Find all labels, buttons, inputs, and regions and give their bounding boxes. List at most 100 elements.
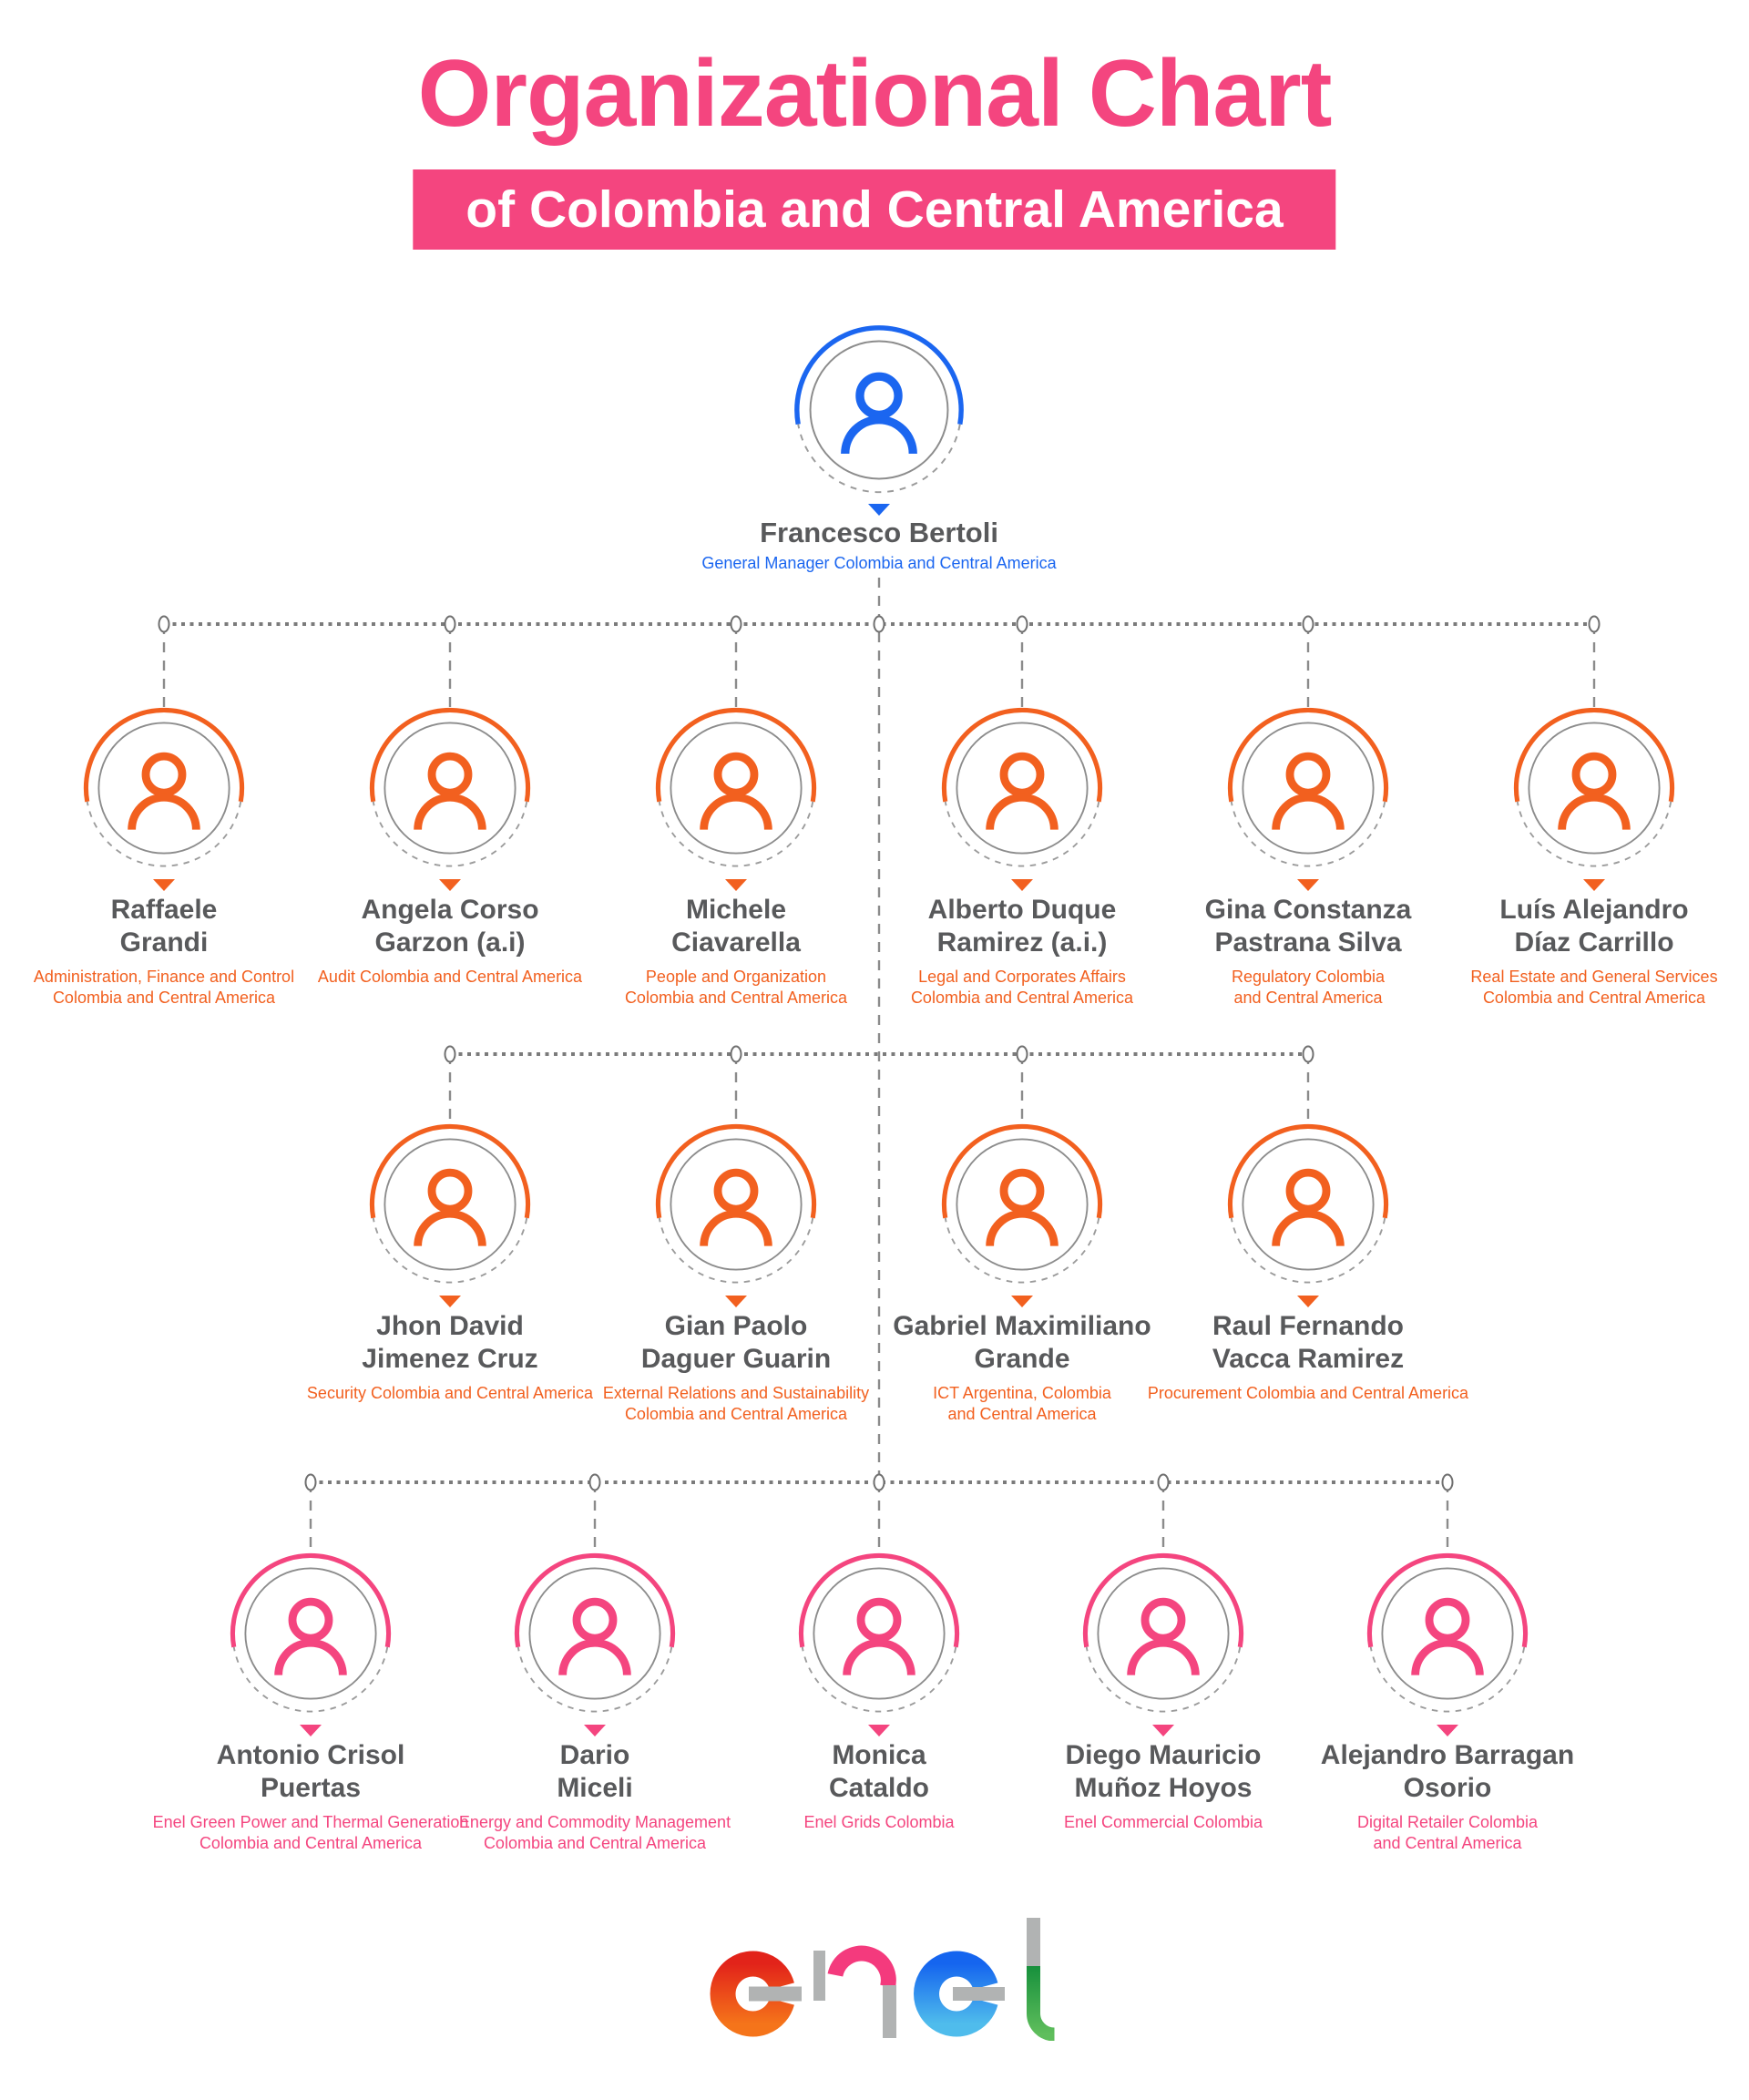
down-triangle-icon bbox=[153, 879, 175, 891]
down-triangle-icon bbox=[1297, 1296, 1319, 1307]
down-triangle-icon bbox=[439, 879, 461, 891]
user-avatar-icon bbox=[369, 1123, 531, 1284]
person-node: Alberto Duque Ramirez (a.i.) Legal and C… bbox=[847, 703, 1197, 1009]
page-title: Organizational Chart bbox=[417, 41, 1333, 147]
person-name: Angela Corso Garzon (a.i) bbox=[361, 895, 539, 958]
person-node: Luís Alejandro Díaz Carrillo Real Estate… bbox=[1419, 703, 1749, 1009]
person-node: Gian Paolo Daguer Guarin External Relati… bbox=[561, 1120, 911, 1425]
junction-dot bbox=[730, 1045, 742, 1063]
user-avatar-icon bbox=[655, 1123, 817, 1284]
person-role: Procurement Colombia and Central America bbox=[1147, 1384, 1469, 1402]
user-avatar-icon bbox=[230, 1552, 392, 1713]
user-avatar-icon bbox=[1366, 1552, 1529, 1713]
user-avatar-icon bbox=[655, 707, 817, 867]
logo-letter-n bbox=[813, 1945, 896, 2038]
logo-letter-e1 bbox=[710, 1951, 802, 2037]
junction-dot bbox=[873, 615, 885, 633]
person-node: Monica Cataldo Enel Grids Colombia bbox=[704, 1549, 1054, 1833]
user-avatar-icon bbox=[1082, 1552, 1244, 1713]
person-role: Audit Colombia and Central America bbox=[317, 968, 583, 986]
person-name: Michele Ciavarella bbox=[671, 895, 801, 958]
enel-logo bbox=[710, 1918, 1056, 2041]
down-triangle-icon bbox=[725, 879, 747, 891]
down-triangle-icon bbox=[1011, 879, 1033, 891]
junction-dot bbox=[1441, 1473, 1454, 1491]
person-name: Dario Miceli bbox=[557, 1740, 633, 1803]
junction-dot bbox=[1588, 615, 1601, 633]
person-role: Security Colombia and Central America bbox=[306, 1384, 594, 1402]
junction-dot bbox=[444, 1045, 456, 1063]
junction-dot bbox=[1302, 1045, 1314, 1063]
person-name: Diego Mauricio Muñoz Hoyos bbox=[1065, 1740, 1262, 1803]
junction-dot bbox=[1016, 1045, 1028, 1063]
junction-dot bbox=[873, 1473, 885, 1491]
person-node: Antonio Crisol Puertas Enel Green Power … bbox=[136, 1549, 486, 1854]
user-avatar-icon bbox=[514, 1552, 676, 1713]
user-avatar-icon bbox=[798, 1552, 960, 1713]
person-name: Raul Fernando Vacca Ramirez bbox=[1212, 1311, 1405, 1374]
person-role: External Relations and Sustainability Co… bbox=[602, 1384, 870, 1423]
person-node: Gabriel Maximiliano Grande ICT Argentina… bbox=[847, 1120, 1197, 1425]
person-role: Enel Green Power and Thermal Generation … bbox=[152, 1813, 469, 1852]
person-name: Monica Cataldo bbox=[828, 1740, 929, 1803]
junction-dot bbox=[304, 1473, 317, 1491]
person-role: Administration, Finance and Control Colo… bbox=[33, 968, 295, 1007]
user-avatar-icon bbox=[941, 707, 1103, 867]
person-node: Raul Fernando Vacca Ramirez Procurement … bbox=[1133, 1120, 1483, 1404]
down-triangle-icon bbox=[1437, 1725, 1458, 1736]
page-subtitle: of Colombia and Central America bbox=[465, 180, 1284, 239]
logo-letter-e2 bbox=[914, 1951, 1005, 2037]
person-name: Raffaele Grandi bbox=[110, 895, 218, 958]
down-triangle-icon bbox=[868, 1725, 890, 1736]
down-triangle-icon bbox=[1152, 1725, 1174, 1736]
person-node: Jhon David Jimenez Cruz Security Colombi… bbox=[275, 1120, 625, 1404]
person-role: ICT Argentina, Colombia and Central Amer… bbox=[933, 1384, 1111, 1423]
person-name: Alberto Duque Ramirez (a.i.) bbox=[927, 895, 1117, 958]
person-name: Luís Alejandro Díaz Carrillo bbox=[1499, 895, 1689, 958]
junction-dot bbox=[158, 615, 170, 633]
person-node: Francesco Bertoli General Manager Colomb… bbox=[560, 321, 1198, 574]
person-name: Gabriel Maximiliano Grande bbox=[893, 1311, 1151, 1374]
person-role: Regulatory Colombia and Central America bbox=[1231, 968, 1386, 1007]
person-role: Enel Commercial Colombia bbox=[1063, 1813, 1263, 1831]
user-avatar-icon bbox=[794, 325, 964, 494]
user-avatar-icon bbox=[941, 1123, 1103, 1284]
person-node: Angela Corso Garzon (a.i) Audit Colombia… bbox=[275, 703, 625, 988]
person-node: Diego Mauricio Muñoz Hoyos Enel Commerci… bbox=[988, 1549, 1338, 1833]
person-name: Antonio Crisol Puertas bbox=[216, 1740, 405, 1803]
person-role: People and Organization Colombia and Cen… bbox=[624, 968, 848, 1007]
user-avatar-icon bbox=[1227, 1123, 1389, 1284]
down-triangle-icon bbox=[725, 1296, 747, 1307]
person-node: Dario Miceli Energy and Commodity Manage… bbox=[420, 1549, 770, 1854]
person-node: Raffaele Grandi Administration, Finance … bbox=[0, 703, 339, 1009]
page-subtitle-bar: of Colombia and Central America bbox=[413, 169, 1336, 250]
down-triangle-icon bbox=[1583, 879, 1605, 891]
person-role: Digital Retailer Colombia and Central Am… bbox=[1356, 1813, 1539, 1852]
person-name: Francesco Bertoli bbox=[760, 517, 998, 548]
person-name: Jhon David Jimenez Cruz bbox=[362, 1311, 538, 1374]
down-triangle-icon bbox=[300, 1725, 322, 1736]
person-role: Energy and Commodity Management Colombia… bbox=[458, 1813, 731, 1852]
junction-dot bbox=[1302, 615, 1314, 633]
person-name: Gina Constanza Pastrana Silva bbox=[1204, 895, 1412, 958]
person-node: Michele Ciavarella People and Organizati… bbox=[561, 703, 911, 1009]
person-name: Alejandro Barragan Osorio bbox=[1320, 1740, 1575, 1803]
down-triangle-icon bbox=[584, 1725, 606, 1736]
down-triangle-icon bbox=[868, 504, 890, 516]
user-avatar-icon bbox=[83, 707, 245, 867]
junction-dot bbox=[444, 615, 456, 633]
person-role: Real Estate and General Services Colombi… bbox=[1470, 968, 1718, 1007]
junction-dot bbox=[1016, 615, 1028, 633]
person-name: Gian Paolo Daguer Guarin bbox=[640, 1311, 832, 1374]
junction-dot bbox=[730, 615, 742, 633]
user-avatar-icon bbox=[369, 707, 531, 867]
person-role: Enel Grids Colombia bbox=[803, 1813, 955, 1831]
junction-dot bbox=[588, 1473, 601, 1491]
user-avatar-icon bbox=[1513, 707, 1675, 867]
person-role: Legal and Corporates Affairs Colombia an… bbox=[910, 968, 1134, 1007]
person-role: General Manager Colombia and Central Ame… bbox=[701, 554, 1057, 572]
down-triangle-icon bbox=[1297, 879, 1319, 891]
person-node: Gina Constanza Pastrana Silva Regulatory… bbox=[1133, 703, 1483, 1009]
junction-dot bbox=[1157, 1473, 1170, 1491]
